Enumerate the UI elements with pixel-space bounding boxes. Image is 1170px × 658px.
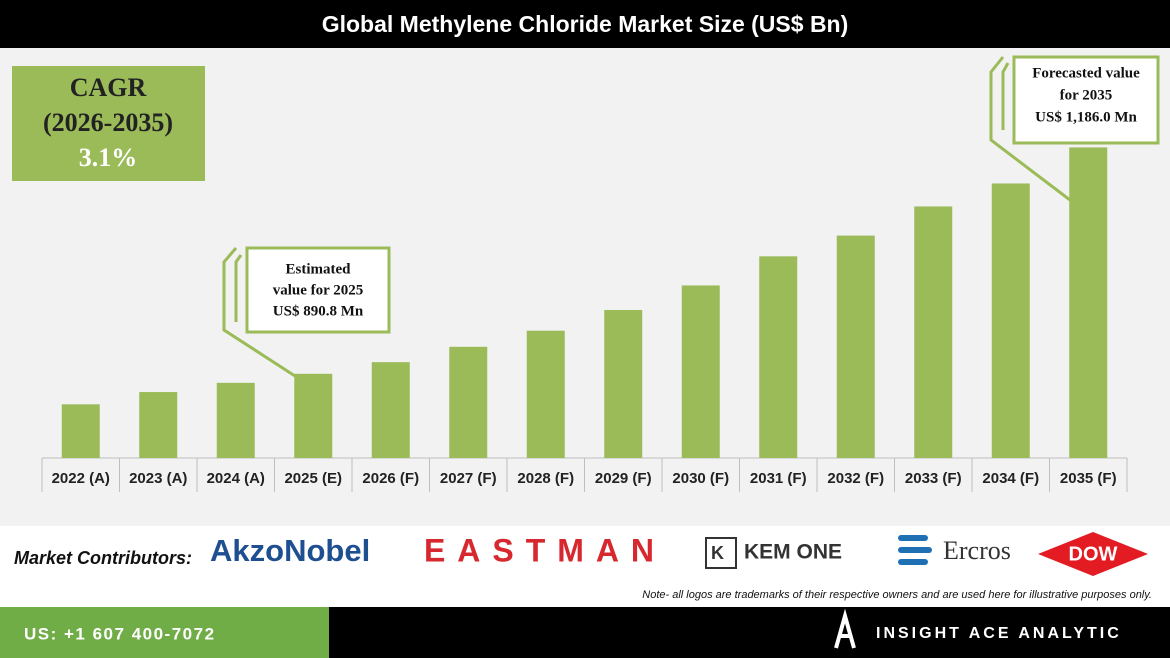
- cagr-label: CAGR: [70, 73, 147, 102]
- logo-kemone-k: K: [711, 543, 724, 563]
- x-tick-label: 2030 (F): [672, 470, 729, 487]
- x-tick-label: 2027 (F): [440, 470, 497, 487]
- cagr-value: 3.1%: [79, 143, 138, 172]
- bar: [604, 309, 643, 458]
- logo-ercros: Ercros: [943, 536, 1011, 565]
- x-tick-label: 2023 (A): [129, 470, 187, 487]
- callouts: Estimated value for 2025 US$ 890.8 Mn Forec…: [273, 65, 1140, 319]
- logo-eastman: EASTMAN: [424, 532, 654, 568]
- bar: [526, 330, 565, 458]
- annotation-text: US$ 1,186.0 Mn: [1035, 109, 1137, 125]
- logo-dow: DOW: [1069, 543, 1118, 565]
- title-bar: [0, 0, 1170, 48]
- x-tick-label: 2033 (F): [905, 470, 962, 487]
- logo-dow-diamond: [1038, 532, 1148, 576]
- bars: 2022 (A) 2023 (A) 2024 (A) 2025 (E) 2026 (F)…: [41, 147, 1128, 492]
- phone: US: +1 607 400-7072: [24, 624, 216, 643]
- x-tick-label: 2035 (F): [1060, 470, 1117, 487]
- x-tick-label: 2032 (F): [827, 470, 884, 487]
- annotation-text: Estimated: [286, 261, 352, 277]
- chart-title: Global Methylene Chloride Market Size (U…: [322, 11, 849, 37]
- bar: [61, 404, 100, 458]
- annotation-text: value for 2025: [273, 282, 364, 298]
- footer: [0, 526, 1170, 607]
- bar: [914, 206, 953, 458]
- brand-bar: [329, 607, 1170, 658]
- cagr-box: [12, 66, 205, 181]
- x-tick-label: 2025 (E): [284, 470, 342, 487]
- x-tick-label: 2028 (F): [517, 470, 574, 487]
- x-tick-label: 2022 (A): [52, 470, 110, 487]
- logo-ercros-mark: [898, 535, 932, 565]
- annotation-text: Forecasted value: [1032, 65, 1140, 81]
- bar: [216, 382, 255, 458]
- logo-kemone: KEM ONE: [744, 541, 842, 564]
- contributors-label: Market Contributors:: [14, 548, 192, 568]
- logo-kemone-box: [705, 537, 737, 569]
- x-tick-label: 2029 (F): [595, 470, 652, 487]
- bar: [449, 346, 488, 458]
- bar: [294, 373, 333, 458]
- brand-mark: [834, 608, 856, 649]
- x-tick-label: 2024 (A): [207, 470, 265, 487]
- note: Note- all logos are trademarks of their …: [642, 589, 1152, 601]
- brand: INSIGHT ACE ANALYTIC: [876, 625, 1122, 642]
- bar: [139, 392, 178, 458]
- bar: [371, 362, 410, 458]
- cagr-period: (2026-2035): [43, 108, 173, 137]
- x-tick-label: 2026 (F): [362, 470, 419, 487]
- bar: [681, 285, 720, 458]
- bar: [1069, 147, 1108, 458]
- annotation-text: US$ 890.8 Mn: [273, 303, 364, 319]
- annotation-text: for 2035: [1060, 87, 1113, 103]
- x-tick-label: 2034 (F): [982, 470, 1039, 487]
- bar: [759, 256, 798, 458]
- callout-2035: [989, 55, 1160, 202]
- bar: [836, 235, 875, 458]
- bar: [991, 183, 1030, 458]
- phone-bar: [0, 607, 329, 658]
- logo-akzonobel: AkzoNobel: [210, 533, 370, 568]
- x-tick-label: 2031 (F): [750, 470, 807, 487]
- callout-2025: [222, 246, 391, 378]
